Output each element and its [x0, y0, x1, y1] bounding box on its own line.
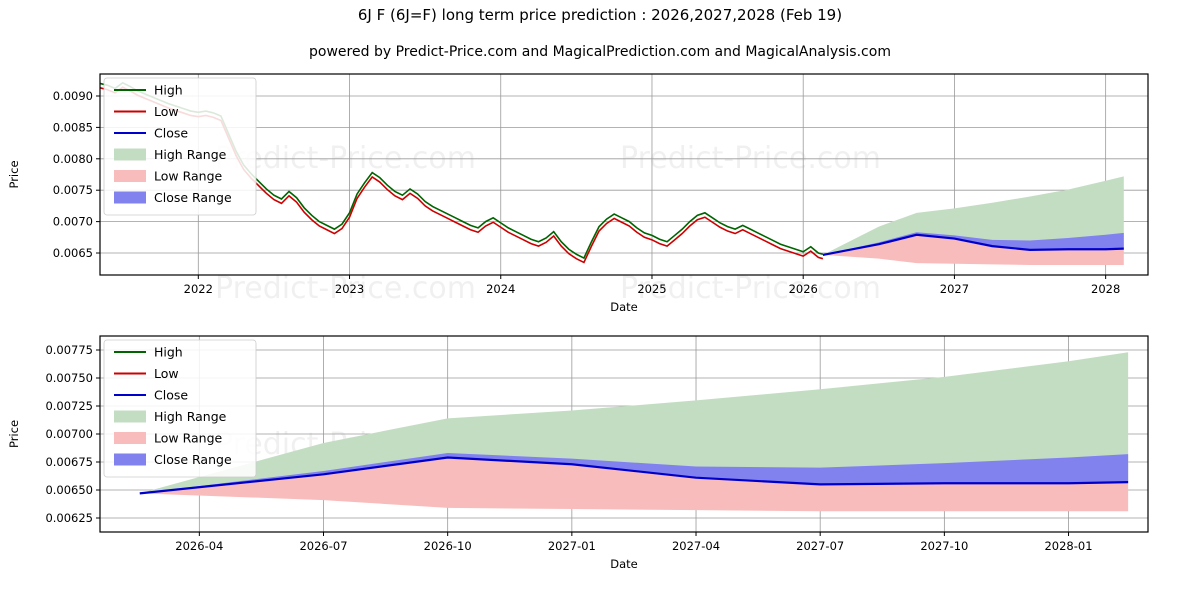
y-axis-label: Price: [7, 160, 21, 188]
y-axis-tick-label: 0.0075: [53, 183, 93, 197]
x-axis-tick-label: 2026-04: [175, 539, 223, 553]
page-title: 6J F (6J=F) long term price prediction :…: [357, 6, 843, 24]
x-axis-tick-label: 2027-07: [796, 539, 844, 553]
watermark-text: Predict-Price.com: [620, 271, 881, 306]
x-axis-tick-label: 2023: [335, 282, 364, 296]
close-line: [822, 233, 1124, 256]
x-axis-tick-label: 2027-10: [920, 539, 968, 553]
legend-item-label: Low Range: [154, 431, 223, 446]
high-range-band: [139, 352, 1129, 494]
legend-item-label: Close Range: [154, 190, 232, 205]
legend-item-label: Close Range: [154, 452, 232, 467]
legend-item-label: Low Range: [154, 169, 223, 184]
y-axis-label: Price: [7, 420, 21, 448]
legend-item-label: High: [154, 83, 183, 98]
x-axis-tick-label: 2027-04: [672, 539, 720, 553]
high-range-band: [822, 176, 1124, 255]
y-axis-tick-label: 0.00700: [45, 427, 93, 441]
x-axis-tick-label: 2025: [637, 282, 666, 296]
legend-band-swatch: [114, 432, 146, 444]
legend-item-label: Close: [154, 126, 188, 141]
legend-item-label: Low: [154, 104, 179, 119]
legend-item[interactable]: Close: [114, 126, 188, 141]
chart-legend[interactable]: High Low Close High Range Low Range Close Ran…: [103, 77, 257, 216]
legend-band-swatch: [114, 148, 146, 161]
low-range-band: [822, 234, 1124, 265]
legend-item-label: High Range: [154, 409, 227, 424]
x-axis-tick-label: 2027: [940, 282, 969, 296]
legend-item[interactable]: Low Range: [114, 169, 223, 184]
legend-item[interactable]: High: [114, 83, 183, 98]
y-axis-tick-label: 0.0070: [53, 215, 93, 229]
x-axis-tick-label: 2022: [184, 282, 213, 296]
legend-item[interactable]: Low: [114, 366, 179, 381]
x-axis-label: Date: [610, 300, 638, 314]
watermark-layer: Predict-Price.com Predict-Price.comPredic…: [215, 141, 881, 306]
legend-item-label: High: [154, 345, 183, 360]
y-axis-tick-label: 0.00625: [45, 511, 93, 525]
y-axis-tick-label: 0.00725: [45, 399, 93, 413]
x-axis-tick-label: 2024: [486, 282, 515, 296]
y-axis-tick-label: 0.00775: [45, 343, 93, 357]
x-axis-tick-label: 2026-10: [424, 539, 472, 553]
y-axis-tick-label: 0.0085: [53, 120, 93, 134]
legend-band-swatch: [114, 453, 146, 466]
overview-chart: Predict-Price.com Predict-Price.comPredic…: [7, 73, 1149, 314]
legend-item[interactable]: Low Range: [114, 431, 223, 446]
legend-band-swatch: [114, 410, 146, 423]
legend-item[interactable]: Close Range: [114, 452, 232, 467]
legend-item[interactable]: High Range: [114, 147, 227, 162]
legend-item[interactable]: Close: [114, 388, 188, 403]
legend-band-swatch: [114, 191, 146, 204]
y-axis-tick-label: 0.00650: [45, 483, 93, 497]
legend-item-label: Low: [154, 366, 179, 381]
x-axis-tick-label: 2026: [789, 282, 818, 296]
chart-legend[interactable]: High Low Close High Range Low Range Close Ran…: [103, 339, 257, 478]
plot-frame: [99, 73, 1149, 276]
x-axis-tick-label: 2028-01: [1044, 539, 1092, 553]
x-axis-tick-label: 2027-01: [548, 539, 596, 553]
y-axis-tick-label: 0.00750: [45, 371, 93, 385]
legend-band-swatch: [114, 170, 146, 182]
legend-item-label: High Range: [154, 147, 227, 162]
x-axis-label: Date: [610, 557, 638, 571]
forecast-detail-chart-panel: Predict-Price.comPredict-Price.com0.0062…: [0, 322, 1200, 600]
legend-item[interactable]: Close Range: [114, 190, 232, 205]
page-subtitle: powered by Predict-Price.com and Magical…: [309, 44, 891, 60]
overview-chart-panel: Predict-Price.com Predict-Price.com Predic…: [0, 62, 1200, 320]
y-axis-tick-label: 0.0080: [53, 152, 93, 166]
watermark-text: Predict-Price.com: [215, 271, 476, 306]
forecast-bands: [822, 176, 1124, 265]
x-axis-tick-label: 2026-07: [299, 539, 347, 553]
axes: 0.0065 0.0070 0.0075 0.0080 0.0085 0.0090 2022…: [7, 73, 1149, 314]
axes: 0.00625 0.00650 0.00675 0.00700 0.00725 0.007…: [7, 335, 1149, 571]
legend-item[interactable]: High: [114, 345, 183, 360]
close-line: [139, 456, 1129, 495]
y-axis-tick-label: 0.0065: [53, 246, 93, 260]
y-axis-tick-label: 0.0090: [53, 89, 93, 103]
y-axis-tick-label: 0.00675: [45, 455, 93, 469]
forecast-detail-chart: Predict-Price.comPredict-Price.com0.0062…: [7, 335, 1149, 571]
legend-item[interactable]: High Range: [114, 409, 227, 424]
legend-item-label: Close: [154, 388, 188, 403]
x-axis-tick-label: 2028: [1091, 282, 1120, 296]
low-range-band: [139, 457, 1129, 512]
legend-item[interactable]: Low: [114, 104, 179, 119]
